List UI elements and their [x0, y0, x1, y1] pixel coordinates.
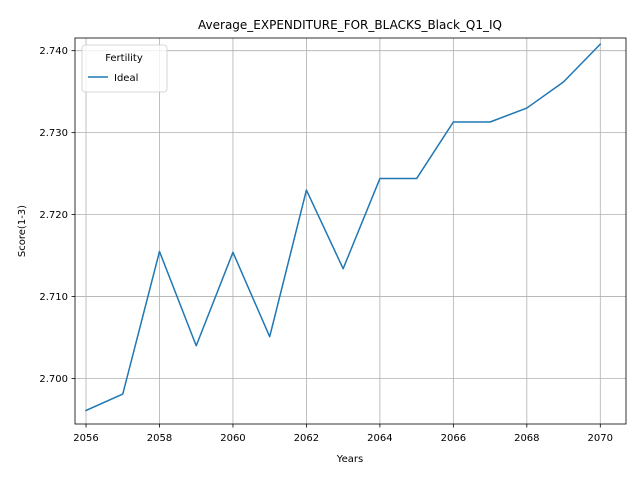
legend-label-ideal: Ideal [114, 73, 138, 84]
x-tick-label: 2056 [73, 433, 98, 444]
x-tick-label: 2062 [294, 433, 319, 444]
x-tick-label: 2066 [441, 433, 466, 444]
y-tick-label: 2.730 [39, 128, 68, 139]
x-tick-label: 2058 [147, 433, 172, 444]
x-tick-label: 2060 [220, 433, 245, 444]
x-tick-label: 2064 [367, 433, 392, 444]
y-tick-label: 2.720 [39, 210, 68, 221]
y-tick-label: 2.710 [39, 292, 68, 303]
x-axis-label: Years [336, 454, 363, 465]
y-axis-label: Score(1-3) [17, 205, 28, 257]
legend-title: Fertility [105, 53, 143, 64]
legend: Fertility Ideal [82, 45, 167, 92]
y-tick-label: 2.700 [39, 374, 68, 385]
chart-title: Average_EXPENDITURE_FOR_BLACKS_Black_Q1_… [198, 18, 502, 32]
x-tick-label: 2068 [514, 433, 539, 444]
x-tick-label: 2070 [588, 433, 613, 444]
y-tick-label: 2.740 [39, 46, 68, 57]
